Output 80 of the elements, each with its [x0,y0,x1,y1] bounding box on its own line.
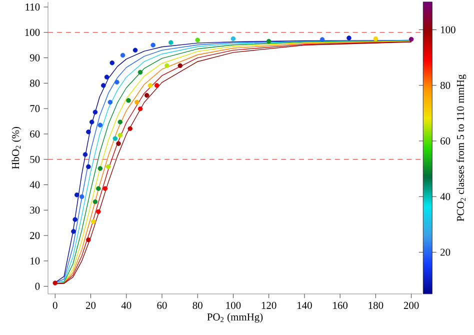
point [74,192,80,198]
point [98,122,103,128]
x-tick-label: 140 [298,302,312,309]
point [138,70,143,75]
point [106,164,111,169]
y-tick-label: 110 [26,3,40,10]
color-bar-label: 60 [440,137,450,144]
color-bar-label: 100 [441,26,456,34]
x-tick-label: 200 [404,302,419,309]
point [346,35,352,40]
point [52,280,58,286]
point [408,36,414,42]
color-bar-label: 20 [440,248,450,256]
point [230,36,236,41]
point [104,74,110,80]
point [154,82,160,88]
point [120,52,126,58]
x-tick-label: 100 [226,302,241,309]
point [71,228,76,234]
point [110,60,115,66]
x-tick-label: 160 [333,302,348,309]
point [320,36,325,42]
color-bar-label: 80 [440,82,450,89]
y-tick-label: 0 [35,282,40,290]
x-tick-label: 60 [157,302,167,309]
point [373,36,378,41]
y-tick-label: 10 [30,257,40,264]
point [112,136,118,141]
point [128,126,132,131]
point [134,100,140,104]
point [86,237,91,242]
x-tick-label: 80 [192,302,202,309]
point [150,42,156,48]
point [96,209,101,214]
point [89,119,94,124]
point [92,199,98,204]
point [144,92,150,98]
point [114,80,120,84]
point [98,166,103,171]
y-tick-label: 50 [30,156,40,163]
point [132,48,138,52]
point [118,119,123,124]
y-axis-title: HbO$_{2}$ (%) [12,126,22,169]
color-bar-title: PCO$_{2}$ classes from 5 to 110 mmHg [456,74,466,222]
point [168,40,174,45]
y-tick-label: 40 [30,181,40,188]
point [72,216,78,222]
y-tick-label: 90 [30,54,40,62]
point [82,152,88,157]
x-tick-label: 120 [262,302,276,309]
x-tick-label: 180 [368,302,384,309]
point [101,82,106,88]
point [91,219,96,224]
point [108,100,113,104]
point [164,63,170,68]
point [178,63,183,68]
y-tick-label: 100 [25,28,40,36]
point [92,110,98,114]
point [126,98,131,103]
x-tick-label: 0 [52,302,58,309]
point [118,132,123,138]
y-tick-label: 60 [30,130,40,138]
y-tick-label: 80 [30,80,40,87]
y-tick-label: 20 [30,232,40,239]
x-tick-label: 40 [121,302,132,309]
point [79,194,84,199]
point [138,106,143,112]
point [86,164,91,169]
point [195,37,200,42]
color-bar-label: 40 [440,192,450,200]
y-tick-label: 70 [30,104,40,112]
point [266,38,272,44]
point [86,129,91,134]
point [148,82,153,88]
y-tick-label: 30 [30,206,40,214]
point [116,141,121,146]
point [96,186,101,191]
x-axis-title: PO$_{2}$ (mmHg) [207,312,263,322]
x-tick-label: 20 [86,302,96,309]
point [102,186,108,191]
